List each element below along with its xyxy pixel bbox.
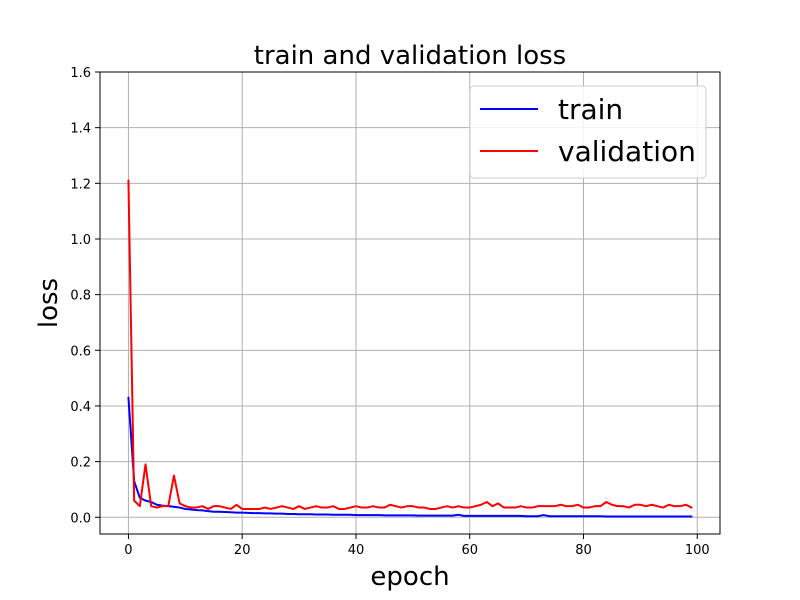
plot-area <box>127 179 693 518</box>
y-tick-label: 1.6 <box>70 66 91 81</box>
x-tick-label: 0 <box>124 543 132 558</box>
y-axis-label: loss <box>34 278 64 328</box>
chart-title: train and validation loss <box>254 41 566 71</box>
plot-frame <box>99 71 721 535</box>
legend-label-train: train <box>558 93 623 126</box>
y-tick-label: 0.4 <box>70 400 91 415</box>
series-line-train <box>127 396 693 518</box>
y-tick-label: 1.4 <box>70 122 91 137</box>
legend-label-validation: validation <box>558 135 696 168</box>
y-tick-label: 0.0 <box>70 511 91 526</box>
y-tick-label: 0.6 <box>70 344 91 359</box>
x-tick-label: 40 <box>348 543 365 558</box>
y-tick-label: 1.0 <box>70 233 91 248</box>
axis-ticks: 0 20 40 60 80 100 0.0 0.2 0.4 0.6 0.8 1.0 1.2 1.4 1.6 <box>70 66 709 558</box>
x-axis-label: epoch <box>370 562 449 592</box>
y-tick-label: 0.8 <box>70 289 91 304</box>
y-tick-label: 1.2 <box>70 177 91 192</box>
x-tick-label: 60 <box>461 543 478 558</box>
y-tick-label: 0.2 <box>70 456 91 471</box>
legend: train validation <box>469 85 707 179</box>
x-tick-label: 100 <box>685 543 710 558</box>
x-tick-label: 20 <box>234 543 251 558</box>
series-line-validation <box>127 179 693 510</box>
x-tick-label: 80 <box>575 543 592 558</box>
